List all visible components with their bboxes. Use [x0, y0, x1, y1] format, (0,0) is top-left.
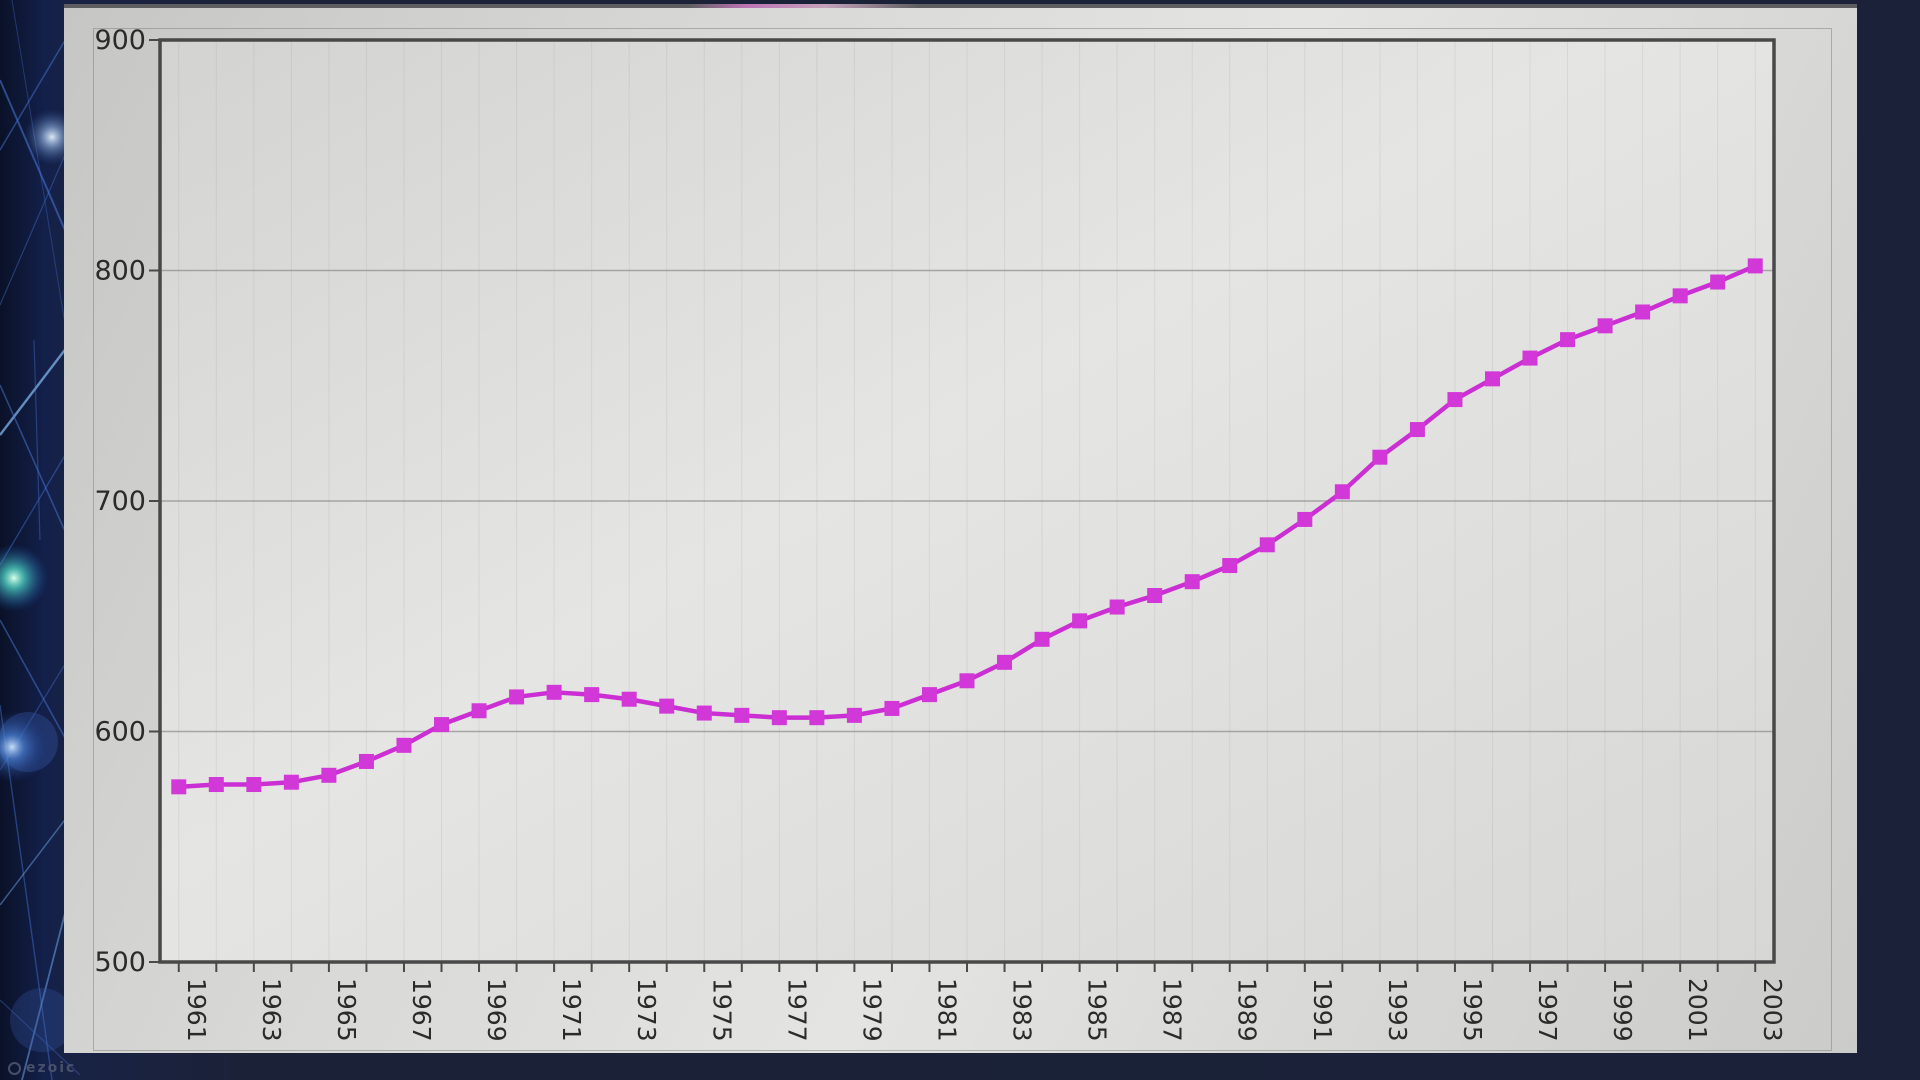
chart-frame — [93, 28, 1832, 1051]
magenta-sliver — [688, 4, 918, 8]
glow-dot — [0, 544, 48, 612]
chart-panel — [64, 4, 1857, 1053]
network-background-pattern — [0, 0, 80, 1080]
ezoic-watermark: ezoic — [8, 1058, 76, 1078]
top-edge-strip — [64, 4, 1857, 8]
watermark-text: ezoic — [26, 1060, 77, 1076]
glow-dot — [0, 711, 48, 783]
ezoic-logo-icon — [8, 1061, 21, 1075]
